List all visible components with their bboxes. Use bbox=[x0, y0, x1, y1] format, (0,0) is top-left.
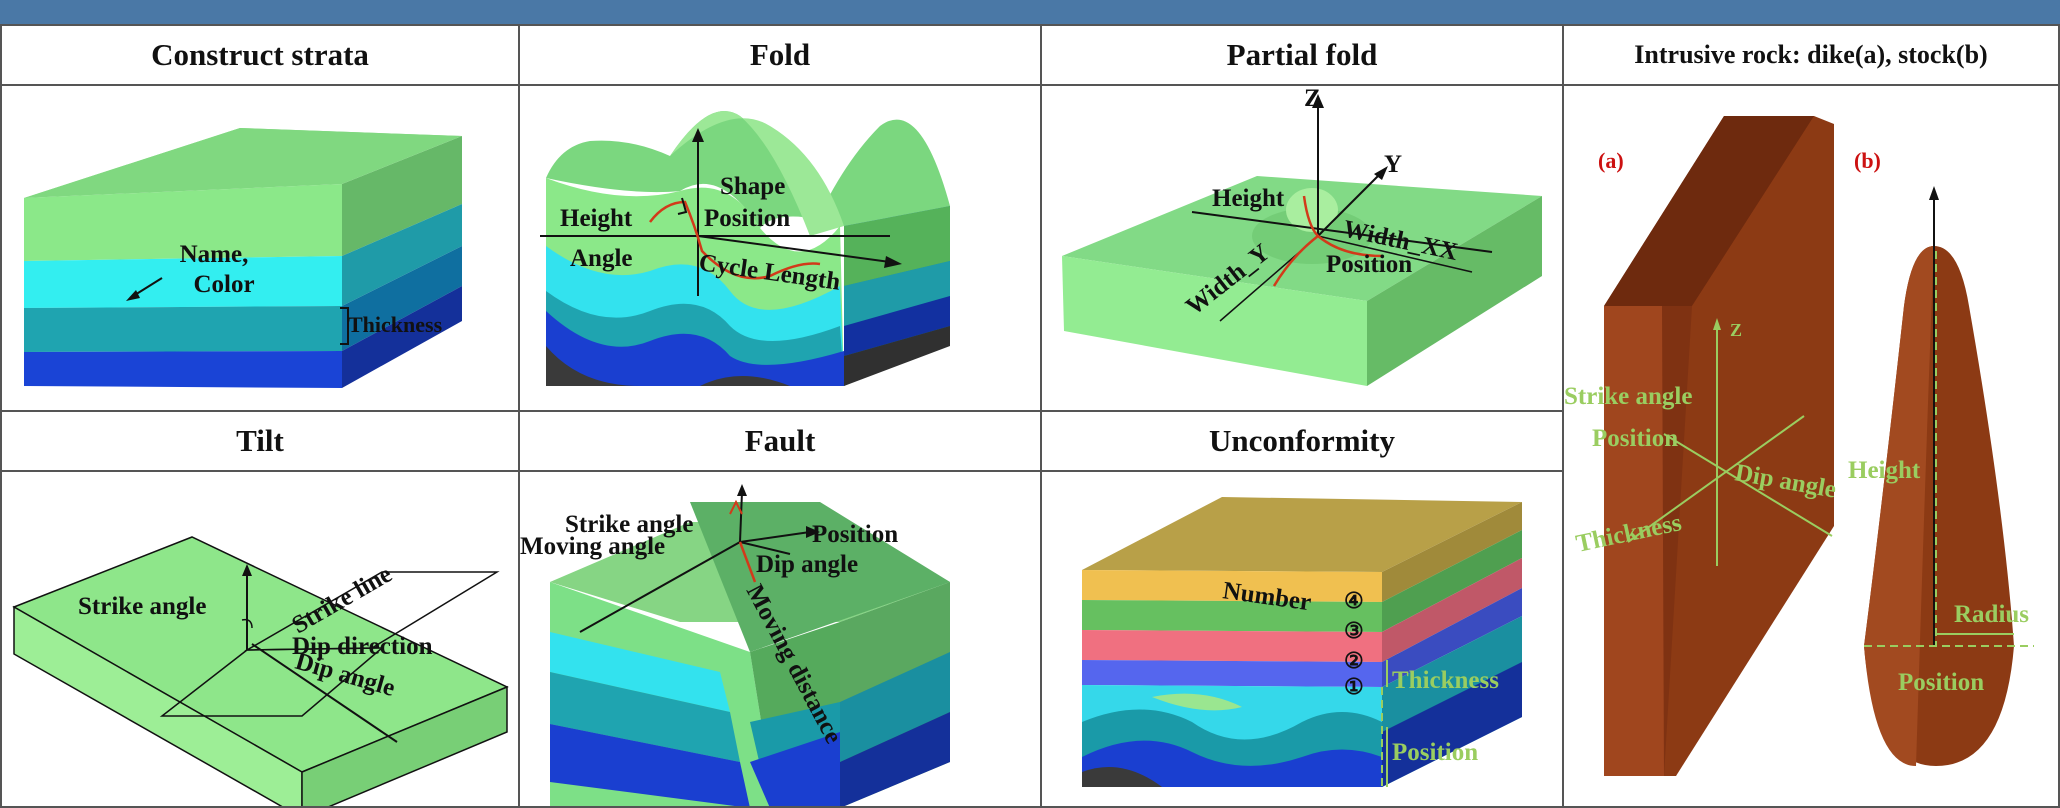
strike-angle-label: Strike angle bbox=[565, 511, 693, 538]
moving-angle-label: Moving angle bbox=[520, 533, 665, 560]
panel-body: Name, Color Thickness bbox=[2, 86, 518, 410]
panel-construct-strata: Construct strata Name, Color Thickness bbox=[0, 24, 520, 412]
fold-figure: Height Shape Position Angle Cycle Length bbox=[540, 111, 950, 386]
position-label: Position bbox=[1326, 251, 1412, 278]
stock-position-label: Position bbox=[1898, 669, 1984, 696]
height-label: Height bbox=[1212, 185, 1285, 212]
thickness-label: Thickness bbox=[1392, 667, 1499, 694]
position-label: Position bbox=[812, 521, 898, 548]
panel-body: Height Shape Position Angle Cycle Length bbox=[520, 86, 1040, 410]
angle-label: Angle bbox=[570, 245, 633, 272]
z-axis-label: Z bbox=[1730, 320, 1742, 340]
header-bar bbox=[0, 0, 2060, 26]
panel-intrusive-rock: Intrusive rock: dike(a), stock(b) (a) (b… bbox=[1562, 24, 2060, 808]
position-label: Position bbox=[1592, 425, 1678, 452]
position-label: Position bbox=[1392, 739, 1478, 766]
panel-body: Z Y Height Width_XX Width_Y Position bbox=[1042, 86, 1562, 410]
fault-figure: Strike angle Position Moving angle Dip a… bbox=[520, 484, 950, 806]
strike-angle-label: Strike angle bbox=[1564, 383, 1692, 410]
layer-1-marker: ① bbox=[1344, 674, 1364, 699]
panel-fold: Fold Height bbox=[518, 24, 1042, 412]
height-label: Height bbox=[560, 205, 633, 232]
y-axis-label: Y bbox=[1384, 151, 1402, 178]
dip-direction-label: Dip direction bbox=[292, 633, 433, 660]
layer-3-marker: ③ bbox=[1344, 618, 1364, 643]
name-label: Name, bbox=[180, 241, 249, 268]
tilt-figure: Strike angle Strike line Dip direction D… bbox=[12, 536, 509, 806]
panel-tilt: Tilt Strike angle Strike line Dip direct… bbox=[0, 410, 520, 808]
shape-label: Shape bbox=[720, 173, 785, 200]
position-label: Position bbox=[704, 205, 790, 232]
panel-body: (a) (b) Z Strike angle Position Dip angl… bbox=[1564, 86, 2058, 806]
layer-4-marker: ④ bbox=[1344, 588, 1364, 613]
partial-fold-figure: Z Y Height Width_XX Width_Y Position bbox=[1062, 86, 1542, 386]
panel-body: Strike angle Position Moving angle Dip a… bbox=[520, 472, 1040, 806]
panel-partial-fold: Partial fold Z Y Height Width_XX Width_Y… bbox=[1040, 24, 1564, 412]
layer-2-marker: ② bbox=[1344, 648, 1364, 673]
panel-unconformity: Unconformity Number ④ ③ ② ① bbox=[1040, 410, 1564, 808]
panel-title: Construct strata bbox=[2, 26, 518, 86]
radius-label: Radius bbox=[1954, 601, 2029, 628]
unconformity-figure: Number ④ ③ ② ① Thickness Position bbox=[1082, 497, 1522, 787]
panel-body: Number ④ ③ ② ① Thickness Position bbox=[1042, 472, 1562, 806]
strike-angle-label: Strike angle bbox=[78, 593, 206, 620]
panel-title: Unconformity bbox=[1042, 412, 1562, 472]
panel-title: Fold bbox=[520, 26, 1040, 86]
panel-title: Partial fold bbox=[1042, 26, 1562, 86]
thickness-label: Thickness bbox=[348, 312, 443, 337]
strata-block-figure: Name, Color Thickness bbox=[24, 128, 462, 388]
stock-label: (b) bbox=[1854, 148, 1881, 173]
panel-title: Tilt bbox=[2, 412, 518, 472]
panel-title: Fault bbox=[520, 412, 1040, 472]
z-axis-label: Z bbox=[1304, 86, 1321, 112]
dike-label: (a) bbox=[1598, 148, 1624, 173]
color-label: Color bbox=[193, 271, 254, 298]
panel-fault: Fault Strike angle Position Moving bbox=[518, 410, 1042, 808]
panel-title: Intrusive rock: dike(a), stock(b) bbox=[1564, 26, 2058, 86]
dip-angle-label: Dip angle bbox=[756, 551, 858, 578]
intrusive-rock-figure: (a) (b) Z Strike angle Position Dip angl… bbox=[1564, 116, 2034, 776]
panel-body: Strike angle Strike line Dip direction D… bbox=[2, 472, 518, 806]
height-label: Height bbox=[1848, 457, 1921, 484]
